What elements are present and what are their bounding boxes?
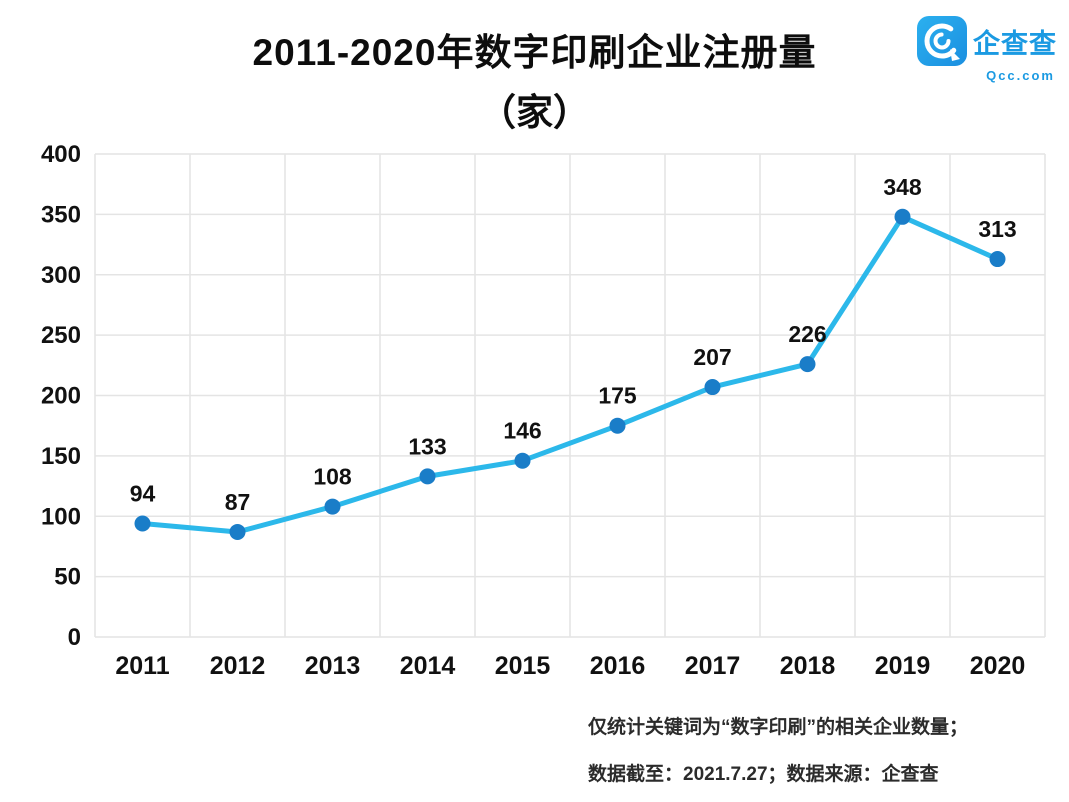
chart-footnote: 仅统计关键词为“数字印刷”的相关企业数量； 数据截至：2021.7.27；数据来… xyxy=(588,704,1058,798)
data-line xyxy=(140,214,1000,535)
data-point xyxy=(799,356,816,373)
qcc-logo-domain: Qcc.com xyxy=(986,68,1055,83)
data-label: 94 xyxy=(130,480,156,506)
x-tick-label: 2012 xyxy=(210,652,266,680)
y-tick-label: 400 xyxy=(41,141,81,168)
data-label: 133 xyxy=(408,433,446,459)
chart-title-line1: 2011-2020年数字印刷企业注册量 xyxy=(252,32,817,73)
y-tick-label: 250 xyxy=(41,322,81,349)
chart-title: 2011-2020年数字印刷企业注册量 （家） xyxy=(0,22,1069,136)
x-tick-label: 2016 xyxy=(590,652,646,680)
data-label: 207 xyxy=(693,344,731,370)
y-tick-label: 0 xyxy=(68,624,81,651)
qcc-logo-name: 企查查 xyxy=(973,28,1057,59)
data-point xyxy=(609,417,626,434)
data-point xyxy=(324,498,341,515)
y-tick-label: 50 xyxy=(54,564,81,591)
data-label: 87 xyxy=(225,489,251,515)
data-point xyxy=(514,452,531,469)
qcc-logo: 企查查 Qcc.com xyxy=(917,16,1057,83)
data-label: 348 xyxy=(883,174,922,200)
data-label: 146 xyxy=(503,418,541,444)
line-chart: 0 50 100 150 200 250 300 350 400 2011 2012 2013 2014… xyxy=(41,141,1046,680)
data-label: 313 xyxy=(978,216,1016,242)
qcc-logo-icon xyxy=(917,16,967,66)
y-tick-label: 300 xyxy=(41,262,81,289)
data-point xyxy=(704,379,721,396)
x-tick-label: 2019 xyxy=(875,652,931,680)
x-tick-label: 2013 xyxy=(305,652,361,680)
data-point xyxy=(894,208,911,225)
x-tick-label: 2017 xyxy=(685,652,741,680)
footnote-line1: 仅统计关键词为“数字印刷”的相关企业数量； xyxy=(588,717,969,738)
chart-title-line2: （家） xyxy=(479,92,590,133)
x-tick-label: 2018 xyxy=(780,652,836,680)
y-tick-label: 150 xyxy=(41,443,81,470)
qcc-logo-glyph xyxy=(924,23,960,61)
data-label: 108 xyxy=(313,464,352,490)
x-tick-label: 2011 xyxy=(115,652,169,680)
y-tick-label: 200 xyxy=(41,383,81,410)
data-point xyxy=(229,523,246,540)
x-tick-label: 2020 xyxy=(970,652,1026,680)
chart-area: 0 50 100 150 200 250 300 350 400 2011 2012 2013 2014… xyxy=(0,138,1069,698)
data-label: 175 xyxy=(598,383,637,409)
y-tick-label: 350 xyxy=(41,201,81,228)
footnote-line2: 数据截至：2021.7.27；数据来源：企查查 xyxy=(588,764,939,785)
data-point xyxy=(419,468,436,485)
data-point xyxy=(989,251,1006,268)
data-label: 226 xyxy=(788,321,826,347)
x-tick-label: 2014 xyxy=(400,652,456,680)
data-point xyxy=(134,515,151,532)
y-tick-label: 100 xyxy=(41,503,81,530)
x-tick-label: 2015 xyxy=(495,652,551,680)
